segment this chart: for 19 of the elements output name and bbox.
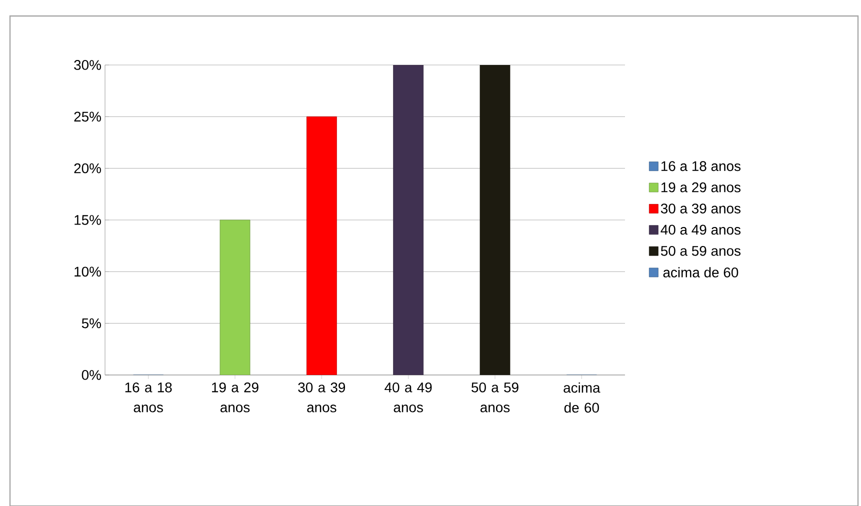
legend-label: 40 a 49 anos bbox=[660, 224, 741, 235]
legend-label: 30 a 39 anos bbox=[660, 204, 741, 214]
y-tick-label: 0% bbox=[82, 370, 101, 380]
legend-label: 16 a 18 anos bbox=[661, 161, 741, 172]
y-tick-label: 10% bbox=[74, 266, 101, 277]
y-tick-label: 30% bbox=[74, 60, 101, 70]
x-tick-label: 19 a 29 anos bbox=[212, 382, 258, 412]
y-tick-label: 25% bbox=[74, 112, 101, 122]
legend-label: acima de 60 bbox=[663, 267, 738, 278]
legend-label: 19 a 29 anos bbox=[661, 182, 741, 192]
x-tick-label: 30 a 39 anos bbox=[298, 382, 346, 412]
x-tick-label: 40 a 49 anos bbox=[384, 382, 432, 412]
x-tick-label: acima de 60 bbox=[564, 382, 600, 413]
legend-label: 50 a 59 anos bbox=[660, 246, 741, 256]
y-tick-label: 15% bbox=[74, 215, 101, 225]
y-tick-label: 5% bbox=[82, 318, 101, 328]
x-tick-label: 50 a 59 anos bbox=[472, 382, 518, 412]
y-tick-label: 20% bbox=[74, 163, 101, 174]
x-tick-label: 16 a 18 anos bbox=[125, 382, 172, 412]
